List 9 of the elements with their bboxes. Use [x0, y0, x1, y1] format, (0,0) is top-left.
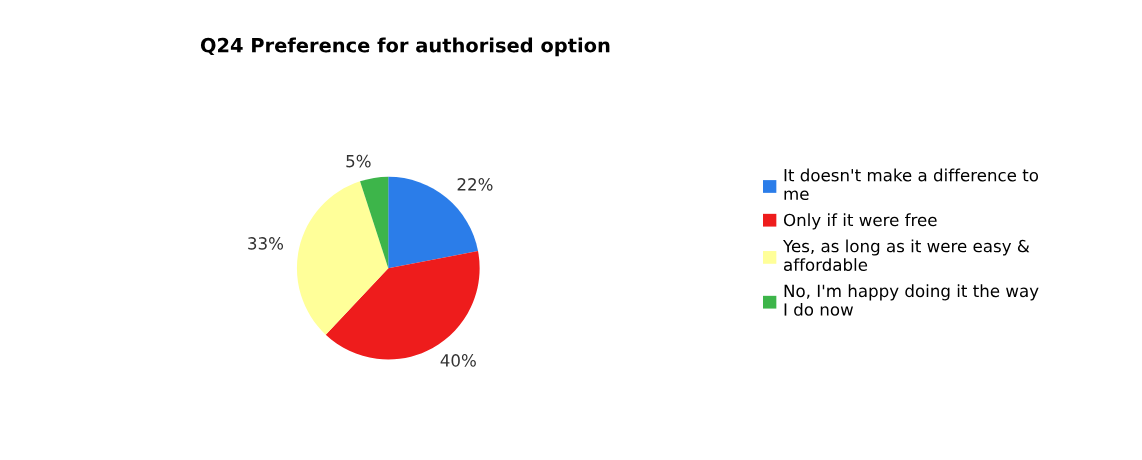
- data-label: 33%: [248, 237, 284, 250]
- data-label: 5%: [346, 154, 371, 168]
- legend-label: No, I'm happy doing it the way I do now: [784, 284, 1039, 316]
- data-label: 22%: [457, 178, 493, 191]
- legend-label: It doesn't make a difference to me: [784, 168, 1039, 201]
- chart-title: Q24 Preference for authorised option: [200, 37, 610, 57]
- data-label: 40%: [440, 354, 476, 367]
- legend-label: Only if it were free: [783, 213, 937, 230]
- legend-label: Yes, as long as it were easy & affordable: [782, 239, 1030, 272]
